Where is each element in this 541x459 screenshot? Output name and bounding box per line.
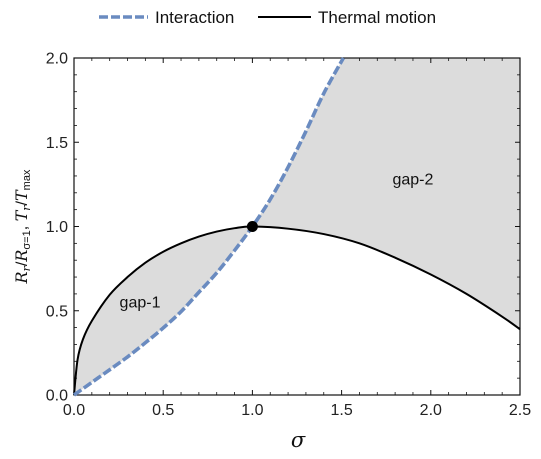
y-axis-title: Rr/Rσ=1, Tr/Tmax [12, 169, 33, 284]
x-tick-label: 0.0 [63, 402, 85, 419]
plot-area: 0.0 0.5 1.0 1.5 2.0 2.5 0.0 0.5 1.0 1.5 2.0 gap-1 ga… [46, 51, 531, 420]
x-tick-label: 1.5 [330, 402, 352, 419]
legend-label-interaction: Interaction [155, 8, 234, 27]
legend-label-thermal-motion: Thermal motion [318, 8, 436, 27]
x-tick-label: 2.0 [420, 402, 442, 419]
x-tick-label: 2.5 [509, 402, 531, 419]
y-tick-label: 0.0 [46, 388, 68, 405]
x-axis-title: σ [291, 428, 306, 452]
y-axis-title-part: / [14, 200, 31, 205]
y-axis-title-part: max [21, 169, 33, 190]
intersection-point [246, 221, 258, 232]
y-axis-title-part: , [14, 221, 31, 230]
legend: Interaction Thermal motion [99, 8, 436, 27]
y-tick-label: 2.0 [46, 51, 68, 68]
y-axis-title-part: R [12, 271, 31, 284]
series-line-interaction [72, 57, 345, 397]
gap-region-fill [74, 58, 520, 395]
x-tick-label: 1.0 [241, 402, 263, 419]
y-axis-title-part: σ=1 [21, 230, 33, 249]
x-tick-label: 0.5 [152, 402, 174, 419]
y-axis-title-part: R [12, 250, 31, 263]
y-tick-label: 1.5 [46, 135, 68, 152]
y-axis-title-part: T [12, 189, 31, 201]
y-axis-title-part: T [12, 209, 31, 221]
series-line-thermal-motion [73, 225, 521, 396]
region-label-gap-1: gap-1 [120, 294, 161, 311]
region-label-gap-2: gap-2 [392, 171, 433, 188]
y-tick-label: 1.0 [46, 219, 68, 236]
y-axis-title-part: r [20, 205, 33, 211]
y-axis-title-part: / [14, 261, 31, 266]
y-tick-label: 0.5 [46, 303, 68, 320]
y-axis-title-part: r [20, 265, 33, 271]
